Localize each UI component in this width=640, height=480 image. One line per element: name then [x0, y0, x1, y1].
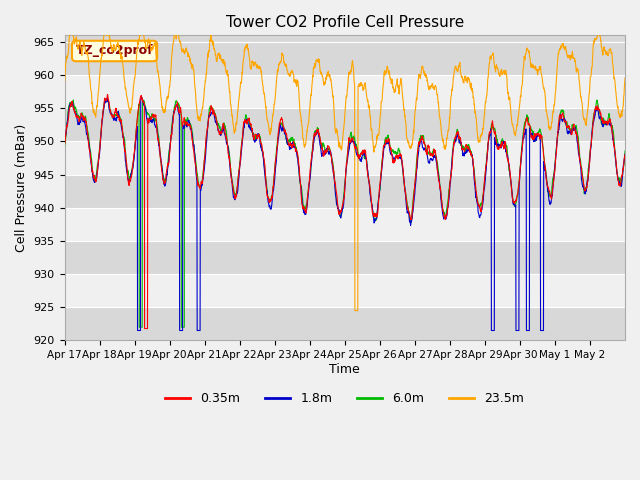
Legend: 0.35m, 1.8m, 6.0m, 23.5m: 0.35m, 1.8m, 6.0m, 23.5m	[161, 387, 529, 410]
Bar	[65, 307, 625, 340]
Bar	[65, 108, 625, 142]
Y-axis label: Cell Pressure (mBar): Cell Pressure (mBar)	[15, 124, 28, 252]
Text: TZ_co2prof: TZ_co2prof	[76, 45, 154, 58]
Title: Tower CO2 Profile Cell Pressure: Tower CO2 Profile Cell Pressure	[226, 15, 464, 30]
Bar	[65, 175, 625, 208]
Bar	[65, 36, 625, 75]
Bar	[65, 241, 625, 274]
X-axis label: Time: Time	[330, 363, 360, 376]
